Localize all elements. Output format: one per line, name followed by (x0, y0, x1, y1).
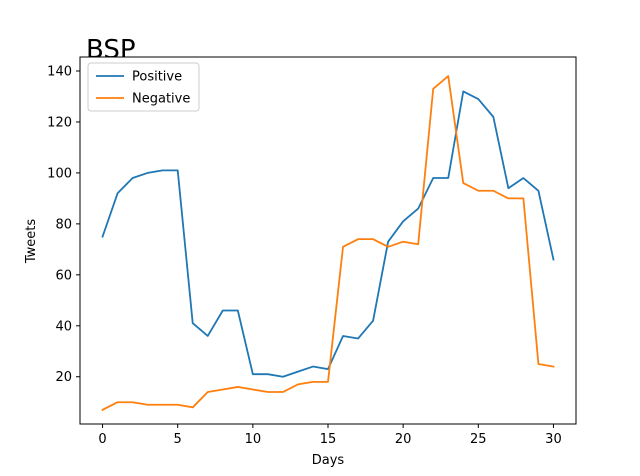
series-layer (101, 75, 555, 412)
x-tick-label: 25 (470, 432, 487, 447)
series-line-positive (101, 90, 555, 378)
y-tick-label: 120 (47, 115, 72, 130)
x-tick-label: 20 (395, 432, 412, 447)
y-tick-label: 100 (47, 166, 72, 181)
legend-label-positive: Positive (132, 70, 182, 85)
y-tick-label: 40 (55, 319, 72, 334)
x-tick-label: 5 (174, 432, 182, 447)
axes-layer: 0 5 10 15 20 25 30 20 40 60 80 100 120 140 (47, 56, 577, 447)
y-tick-label: 140 (47, 65, 72, 80)
x-axis-label: Days (312, 453, 345, 468)
legend: Positive Negative (87, 62, 200, 112)
legend-label-negative: Negative (132, 92, 190, 107)
x-tick-label: 10 (245, 432, 262, 447)
legend-box (87, 62, 200, 112)
y-tick-label: 20 (55, 370, 72, 385)
y-tick-label: 80 (55, 217, 72, 232)
y-tick-label: 60 (55, 268, 72, 283)
x-tick-label: 15 (320, 432, 337, 447)
series-line-negative (101, 75, 555, 412)
x-tick-label: 0 (98, 432, 106, 447)
y-axis-label: Tweets (24, 219, 39, 265)
x-tick-label: 30 (545, 432, 562, 447)
